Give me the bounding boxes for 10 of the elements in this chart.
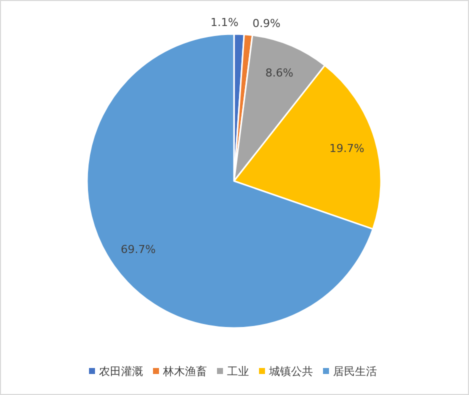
data-label: 69.7% [120,243,156,256]
legend-label: 工业 [227,365,249,378]
legend-label: 居民生活 [333,365,377,378]
legend-label: 农田灌溉 [99,365,143,378]
data-label: 1.1% [210,16,238,30]
data-label: 0.9% [252,16,280,30]
data-label: 8.6% [265,66,294,80]
data-label: 19.7% [329,142,364,155]
legend-label: 城镇公共 [268,365,313,378]
legend-label: 林木渔畜 [162,365,207,378]
